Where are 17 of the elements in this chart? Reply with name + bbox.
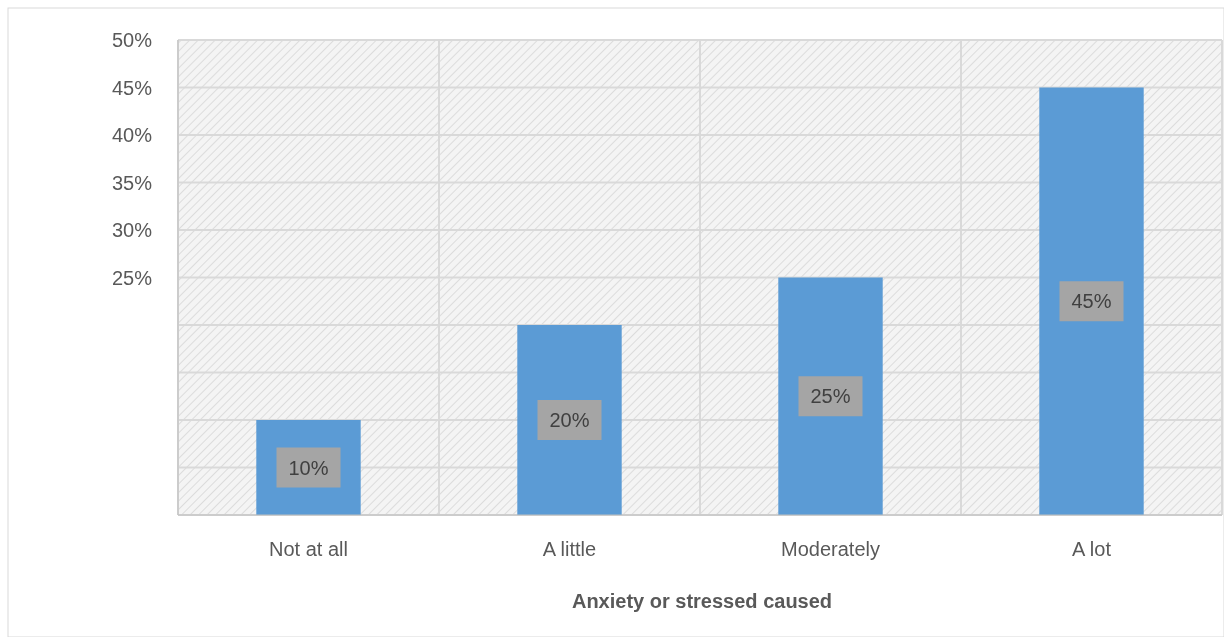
data-label: 10% bbox=[288, 456, 329, 479]
y-tick-label: 35% bbox=[111, 171, 153, 194]
x-tick-label: A lot bbox=[1072, 538, 1112, 560]
y-tick-label: 30% bbox=[111, 219, 153, 241]
x-axis-title: Anxiety or stressed caused bbox=[571, 590, 833, 612]
x-tick-label: Not at all bbox=[269, 538, 348, 560]
y-tick-label: 40% bbox=[111, 124, 153, 146]
bar bbox=[778, 277, 883, 515]
x-tick-label: A little bbox=[542, 538, 597, 560]
x-tick-label: Moderately bbox=[781, 538, 880, 560]
data-label: 20% bbox=[549, 409, 590, 431]
y-tick-label: 45% bbox=[111, 76, 153, 99]
y-tick-label: 50% bbox=[111, 29, 153, 51]
data-label: 45% bbox=[1071, 290, 1112, 313]
data-label: 25% bbox=[810, 385, 851, 408]
bar bbox=[1039, 87, 1144, 515]
y-tick-label: 25% bbox=[111, 266, 153, 289]
